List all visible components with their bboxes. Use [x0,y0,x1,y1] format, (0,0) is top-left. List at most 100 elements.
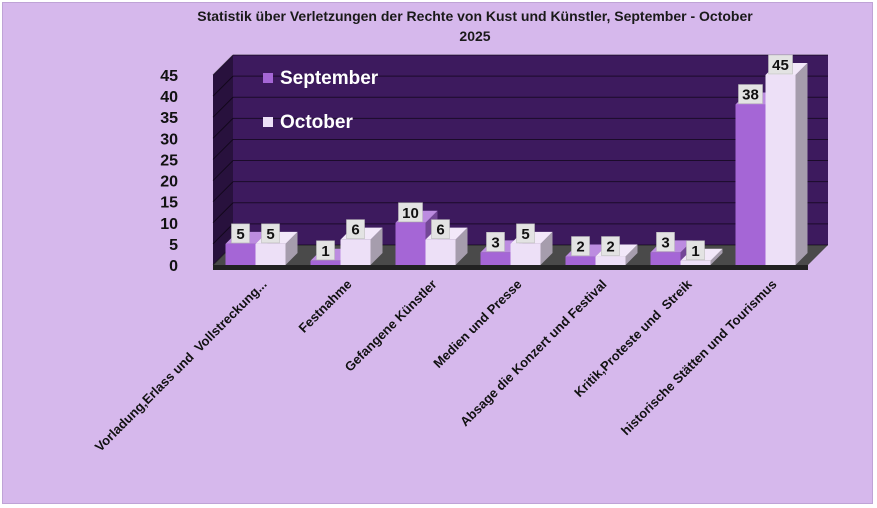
bar-front [255,243,286,265]
legend-label: October [280,112,353,133]
gridline-side [212,160,234,181]
data-label-text: 2 [606,239,614,256]
data-label-box [686,240,705,261]
bar-side [285,231,298,265]
y-tick-label: 45 [160,68,178,85]
data-label: 3 [656,232,675,252]
data-label: 5 [231,223,250,244]
chart-title-line: Statistik über Verletzungen der Rechte v… [197,8,753,24]
legend-item: September [263,68,379,89]
bar-front [310,260,341,265]
data-label-box [346,219,365,239]
gridline-side [212,117,234,139]
data-label: 3 [486,232,505,252]
legend-label: September [280,68,379,89]
gridline-side [212,96,234,118]
data-label: 6 [431,219,450,239]
data-label: 2 [571,236,590,256]
y-tick-label: 40 [160,89,178,106]
data-label-text: 1 [321,243,329,260]
data-label: 10 [398,202,423,223]
data-label-text: 10 [402,205,419,222]
data-label-text: 6 [351,222,359,239]
legend-swatch [263,73,273,83]
data-label-text: 5 [236,226,244,243]
data-label-text: 45 [772,57,789,74]
bar-front [510,243,541,265]
data-label-text: 5 [266,226,274,243]
chart-title: Statistik über Verletzungen der Rechte v… [197,8,753,44]
data-label-text: 3 [661,234,669,251]
data-label-text: 6 [436,222,444,239]
data-label-box [486,232,505,252]
data-label-box [768,54,793,75]
bar-front [595,256,626,265]
data-label-box [398,202,423,223]
legend-item: October [263,112,353,133]
data-label: 1 [316,240,335,261]
x-tick-label: Festnahme [295,277,354,336]
data-label: 38 [738,84,763,104]
legend-swatch [263,117,273,127]
data-label: 2 [601,236,620,256]
bar-side [540,231,553,265]
data-label: 6 [346,219,365,239]
x-tick-label: Medien und Presse [430,277,524,371]
y-tick-label: 30 [160,131,178,148]
bar-front [340,239,371,265]
bar-front [395,222,426,265]
gridline-side [212,54,234,76]
gridline-side [212,181,234,203]
y-tick-label: 20 [160,174,178,191]
data-label: 5 [261,223,280,244]
gridline-side [212,75,234,97]
data-label-box [316,240,335,261]
x-tick-label: Vorladung,Erlass und Vollstreckung... [92,277,270,455]
data-label-box [601,236,620,256]
data-label-text: 5 [521,226,529,243]
bar-chart: Statistik über Verletzungen der Rechte v… [92,8,828,455]
data-label-box [516,223,535,244]
data-label-box [571,236,590,256]
bar-front [225,243,256,265]
side-wall [213,55,233,265]
x-tick-label: Absage die Konzert und Festival [457,277,610,430]
chart-title-line: 2025 [459,28,490,44]
bar-side [795,63,808,265]
bar-front [735,104,766,265]
back-wall [233,55,828,245]
y-tick-label: 15 [160,195,178,212]
data-label-box [431,219,450,239]
data-label-text: 1 [691,243,699,260]
data-label-box [738,84,763,104]
gridline-side [212,202,234,224]
bar-side [370,227,383,265]
bar [765,63,808,265]
y-tick-label: 5 [169,237,178,254]
data-label-text: 2 [576,239,584,256]
floor-edge [213,265,808,270]
bar-front [680,260,711,265]
y-tick-label: 35 [160,110,178,127]
x-tick-label: historische Stätten und Tourismus [618,277,780,439]
data-label: 1 [686,240,705,261]
data-label-box [261,223,280,244]
data-label-text: 3 [491,234,499,251]
data-label-box [231,223,250,244]
x-tick-label: Gefangene Künstler [342,277,440,375]
bar-front [765,75,796,265]
bar-side [625,244,638,265]
bar-front [565,256,596,265]
y-tick-label: 10 [160,216,178,233]
data-label: 5 [516,223,535,244]
data-label: 45 [768,54,793,75]
data-label-text: 38 [742,87,759,104]
gridline-side [212,223,234,245]
gridline-side [212,139,234,160]
y-tick-label: 25 [160,152,178,169]
bar-side [710,248,723,265]
bar-side [455,227,468,265]
bar-front [650,252,681,265]
bar-front [425,239,456,265]
